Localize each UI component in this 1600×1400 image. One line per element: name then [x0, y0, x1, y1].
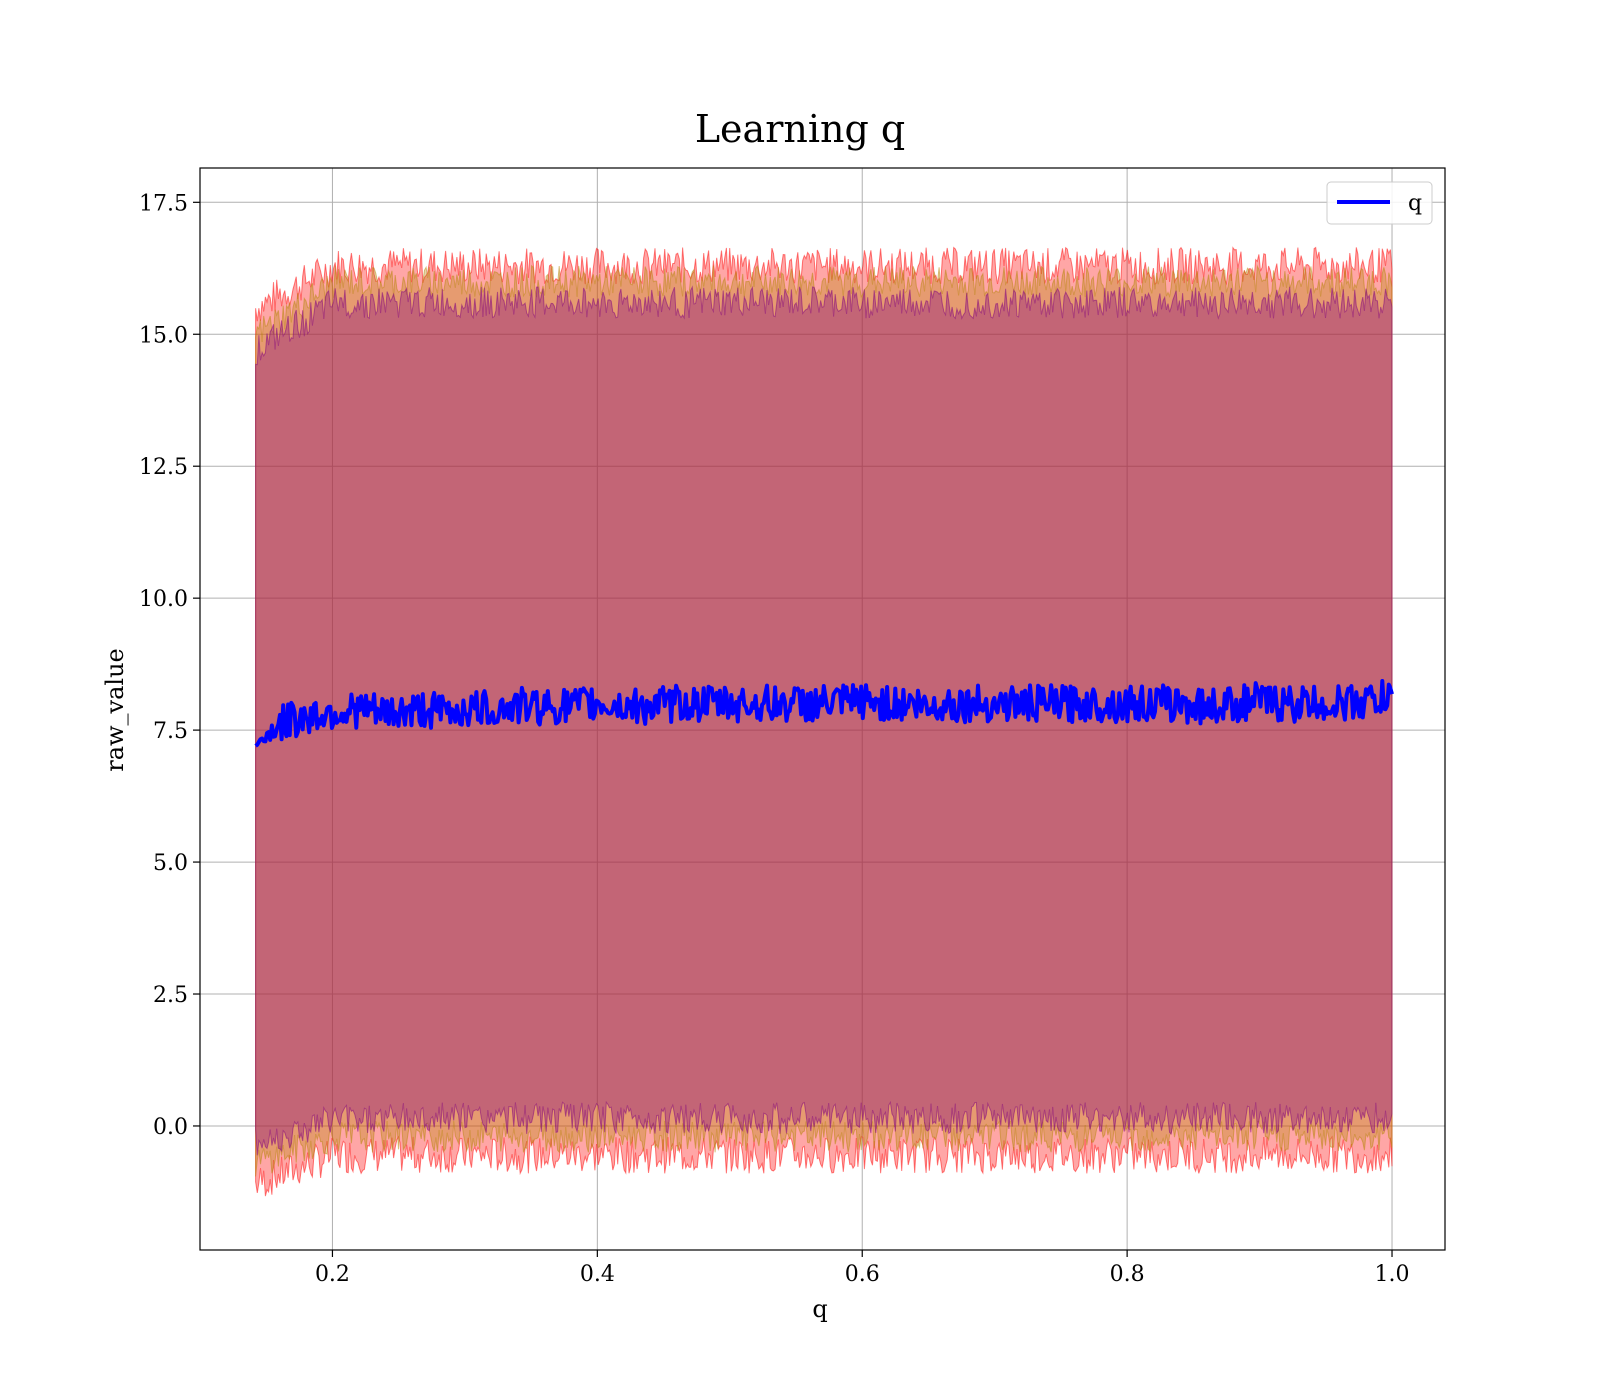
y-axis-label: raw_value — [101, 648, 129, 772]
y-tick-label-3: 7.5 — [153, 719, 188, 744]
x-tick-label-0: 0.2 — [315, 1262, 350, 1287]
y-tick-label-7: 17.5 — [139, 191, 188, 216]
bands — [255, 246, 1393, 1197]
y-tick-label-1: 2.5 — [153, 983, 188, 1008]
series-line-q — [254, 679, 1394, 748]
chart-title: Learning q — [695, 107, 905, 151]
x-tick-label-3: 0.8 — [1110, 1262, 1145, 1287]
band-2 — [255, 285, 1393, 1156]
series — [254, 679, 1394, 748]
band-1 — [255, 264, 1393, 1177]
y-tick-label-6: 15.0 — [139, 323, 188, 348]
x-axis-label: q — [812, 1295, 827, 1323]
x-tick-label-2: 0.6 — [845, 1262, 880, 1287]
y-tick-label-5: 12.5 — [139, 455, 188, 480]
legend-label-q: q — [1408, 191, 1422, 216]
band-0 — [255, 246, 1393, 1197]
y-tick-label-4: 10.0 — [139, 587, 188, 612]
plot-frame — [199, 167, 1446, 1251]
legend: q — [1326, 181, 1433, 225]
y-tick-label-0: 0.0 — [153, 1115, 188, 1140]
axes: 0.2 0.4 0.6 0.8 1.0 0.0 2.5 5.0 7.5 10.0 12.5 15.0 1… — [139, 167, 1446, 1287]
x-tick-label-4: 1.0 — [1375, 1262, 1410, 1287]
y-tick-label-2: 5.0 — [153, 851, 188, 876]
x-tick-label-1: 0.4 — [580, 1262, 615, 1287]
